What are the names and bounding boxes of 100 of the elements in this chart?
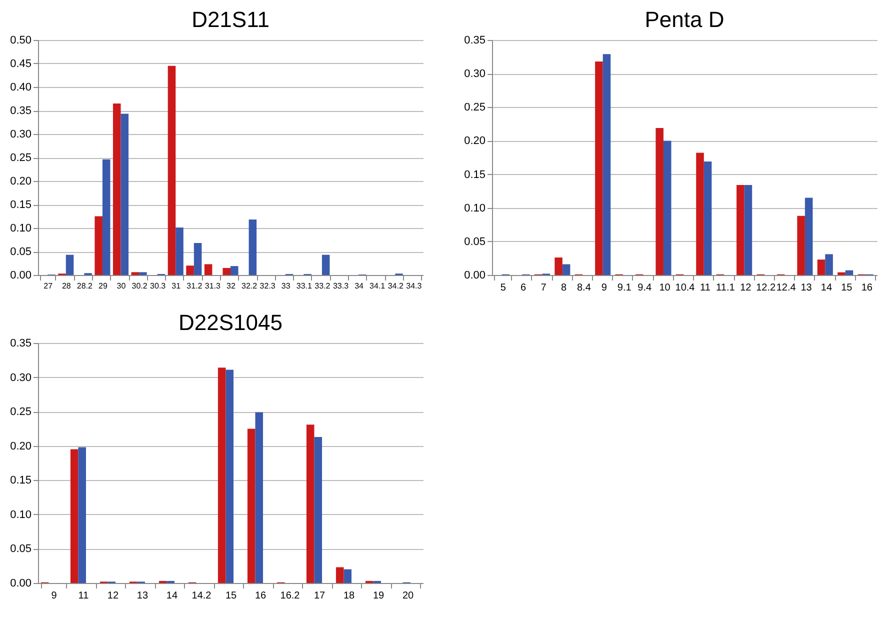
y-tick-label: 0.15 xyxy=(10,474,32,487)
bar xyxy=(838,272,846,275)
bar xyxy=(314,436,322,583)
y-tick-label: 0.00 xyxy=(464,270,486,282)
y-tick-label: 0.35 xyxy=(10,338,32,350)
x-tick-label: 33.2 xyxy=(314,282,331,290)
bar xyxy=(112,103,121,275)
bar xyxy=(78,447,86,583)
bar xyxy=(222,268,230,275)
bar xyxy=(696,152,704,275)
bar xyxy=(102,159,110,275)
bar xyxy=(204,264,212,275)
bar xyxy=(194,243,202,275)
bar xyxy=(247,428,256,583)
bar xyxy=(554,258,562,275)
x-tick-label: 10 xyxy=(659,282,671,294)
y-tick-label: 0.25 xyxy=(464,102,486,114)
bar xyxy=(255,412,264,583)
bar xyxy=(168,66,176,275)
x-tick-label: 30.2 xyxy=(132,282,148,290)
x-tick-label: 15 xyxy=(225,590,237,602)
x-tick-label: 9.1 xyxy=(617,282,632,294)
bar xyxy=(94,216,102,275)
bar xyxy=(186,266,194,275)
y-tick-label: 0.15 xyxy=(464,168,486,181)
x-tick-label: 29 xyxy=(98,282,108,290)
x-tick-label: 28 xyxy=(62,282,72,290)
y-tick-label: 0.30 xyxy=(464,68,486,80)
bar xyxy=(336,567,344,583)
x-tick-label: 32.3 xyxy=(260,282,276,290)
y-tick-label: 0.25 xyxy=(10,152,32,164)
bar xyxy=(226,370,234,583)
bar xyxy=(663,140,672,275)
x-tick-label: 9 xyxy=(51,590,58,602)
bar xyxy=(845,270,854,275)
x-tick-label: 10.4 xyxy=(675,282,696,294)
x-tick-label: 7 xyxy=(540,282,547,294)
x-tick-label: 33 xyxy=(281,282,291,290)
x-tick-label: 34.3 xyxy=(406,282,422,290)
bar xyxy=(704,162,712,275)
bar xyxy=(602,54,611,275)
bar xyxy=(120,114,129,275)
x-tick-label: 32.2 xyxy=(242,282,258,290)
y-tick-label: 0.05 xyxy=(10,246,32,258)
x-tick-label: 9.4 xyxy=(638,282,652,294)
bar xyxy=(736,185,744,275)
y-tick-label: 0.15 xyxy=(10,199,32,211)
bar xyxy=(744,185,752,275)
x-tick-label: 33.3 xyxy=(332,282,350,290)
y-tick-label: 0.10 xyxy=(10,508,32,521)
x-tick-label: 8.4 xyxy=(576,282,592,294)
x-tick-label: 31.2 xyxy=(186,282,203,290)
x-tick-label: 14.2 xyxy=(192,590,212,602)
y-tick-label: 0.20 xyxy=(10,176,32,188)
x-tick-label: 14 xyxy=(166,590,178,602)
x-tick-label: 5 xyxy=(500,282,506,294)
bar xyxy=(804,198,813,275)
x-tick-label: 11 xyxy=(78,590,90,602)
x-tick-label: 30.3 xyxy=(150,282,166,290)
y-tick-label: 0.50 xyxy=(10,34,32,46)
bar xyxy=(230,266,238,275)
x-tick-label: 13 xyxy=(800,282,812,294)
y-tick-label: 0.00 xyxy=(10,270,32,282)
bar xyxy=(656,128,664,275)
x-tick-label: 14 xyxy=(820,282,832,294)
chart-title: Penta D xyxy=(644,7,724,32)
x-tick-label: 30 xyxy=(116,282,126,290)
x-tick-label: 12.4 xyxy=(776,282,796,294)
y-tick-label: 0.40 xyxy=(10,82,32,94)
bar xyxy=(131,272,140,275)
bar xyxy=(562,264,570,275)
x-tick-label: 19 xyxy=(372,590,385,602)
bar xyxy=(70,449,78,583)
bar xyxy=(825,254,833,275)
bar xyxy=(139,272,147,275)
bar xyxy=(322,254,330,275)
bar xyxy=(595,61,603,275)
x-tick-label: 11 xyxy=(700,282,711,294)
y-tick-label: 0.25 xyxy=(10,406,32,418)
y-tick-label: 0.10 xyxy=(464,202,486,214)
x-tick-label: 16 xyxy=(254,590,266,602)
y-tick-label: 0.30 xyxy=(10,128,32,140)
chart-title: D21S11 xyxy=(192,7,270,32)
x-tick-label: 32 xyxy=(226,282,236,290)
x-tick-label: 13 xyxy=(136,590,148,602)
x-tick-label: 16 xyxy=(861,282,873,294)
x-tick-label: 16.2 xyxy=(280,590,300,602)
x-tick-label: 34.1 xyxy=(370,282,386,290)
x-tick-label: 12.2 xyxy=(756,282,776,294)
y-tick-label: 0.05 xyxy=(10,543,32,556)
y-tick-label: 0.45 xyxy=(10,58,32,70)
x-tick-label: 28.2 xyxy=(76,282,94,290)
chart-title: D22S1045 xyxy=(178,310,282,335)
x-tick-label: 34.2 xyxy=(388,282,404,290)
x-tick-label: 31.3 xyxy=(204,282,222,290)
y-tick-label: 0.35 xyxy=(10,105,32,117)
bar xyxy=(176,228,184,275)
bar xyxy=(218,368,226,583)
bar xyxy=(66,254,74,275)
bar xyxy=(817,260,826,275)
